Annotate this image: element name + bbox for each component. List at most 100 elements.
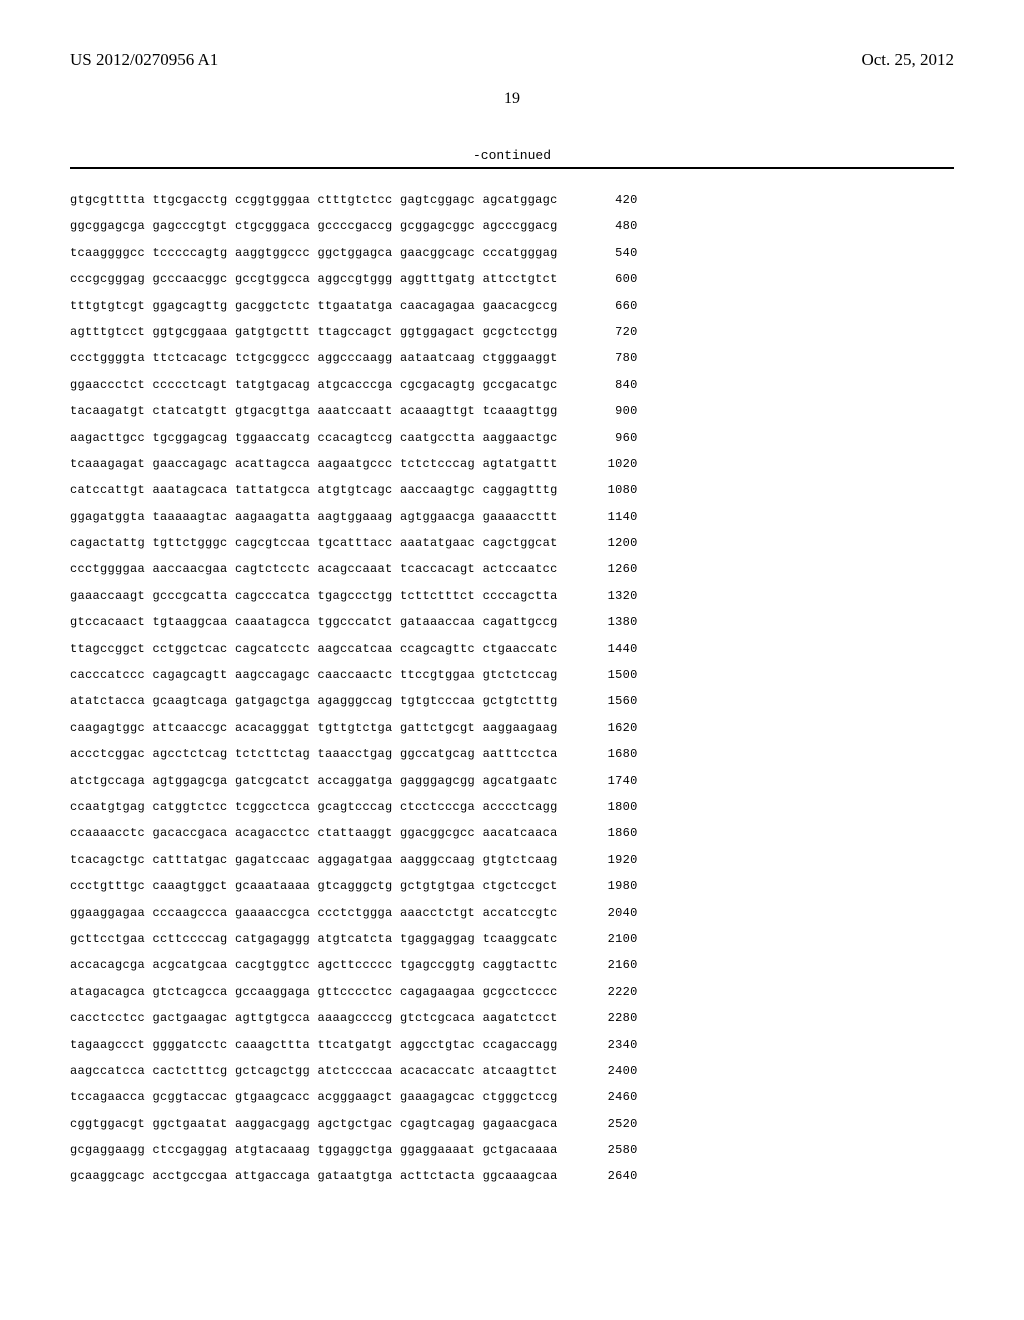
sequence-text: gcaaggcagc acctgccgaa attgaccaga gataatg… bbox=[70, 1163, 558, 1189]
sequence-row: ccctggggta ttctcacagc tctgcggccc aggccca… bbox=[70, 345, 954, 371]
sequence-text: atagacagca gtctcagcca gccaaggaga gttcccc… bbox=[70, 979, 558, 1005]
sequence-position: 1680 bbox=[578, 741, 638, 767]
sequence-position: 2040 bbox=[578, 900, 638, 926]
sequence-row: tcaaagagat gaaccagagc acattagcca aagaatg… bbox=[70, 451, 954, 477]
sequence-row: aagacttgcc tgcggagcag tggaaccatg ccacagt… bbox=[70, 425, 954, 451]
sequence-row: accacagcga acgcatgcaa cacgtggtcc agcttcc… bbox=[70, 952, 954, 978]
sequence-row: ggaaggagaa cccaagccca gaaaaccgca ccctctg… bbox=[70, 900, 954, 926]
sequence-row: ccctgtttgc caaagtggct gcaaataaaa gtcaggg… bbox=[70, 873, 954, 899]
sequence-row: ggagatggta taaaaagtac aagaagatta aagtgga… bbox=[70, 504, 954, 530]
sequence-position: 1080 bbox=[578, 477, 638, 503]
sequence-text: tcacagctgc catttatgac gagatccaac aggagat… bbox=[70, 847, 558, 873]
sequence-text: ccaatgtgag catggtctcc tcggcctcca gcagtcc… bbox=[70, 794, 558, 820]
sequence-row: gcaaggcagc acctgccgaa attgaccaga gataatg… bbox=[70, 1163, 954, 1189]
sequence-text: ccctgtttgc caaagtggct gcaaataaaa gtcaggg… bbox=[70, 873, 558, 899]
sequence-position: 960 bbox=[578, 425, 638, 451]
sequence-position: 600 bbox=[578, 266, 638, 292]
sequence-position: 1860 bbox=[578, 820, 638, 846]
sequence-row: tcacagctgc catttatgac gagatccaac aggagat… bbox=[70, 847, 954, 873]
section-divider bbox=[70, 167, 954, 169]
sequence-position: 2520 bbox=[578, 1111, 638, 1137]
sequence-text: atatctacca gcaagtcaga gatgagctga agagggc… bbox=[70, 688, 558, 714]
sequence-text: atctgccaga agtggagcga gatcgcatct accagga… bbox=[70, 768, 558, 794]
sequence-position: 2460 bbox=[578, 1084, 638, 1110]
sequence-row: cccgcgggag gcccaacggc gccgtggcca aggccgt… bbox=[70, 266, 954, 292]
sequence-position: 1980 bbox=[578, 873, 638, 899]
sequence-row: cagactattg tgttctgggc cagcgtccaa tgcattt… bbox=[70, 530, 954, 556]
sequence-text: ttagccggct cctggctcac cagcatcctc aagccat… bbox=[70, 636, 558, 662]
sequence-row: tttgtgtcgt ggagcagttg gacggctctc ttgaata… bbox=[70, 293, 954, 319]
sequence-position: 1200 bbox=[578, 530, 638, 556]
sequence-position: 1800 bbox=[578, 794, 638, 820]
sequence-position: 2280 bbox=[578, 1005, 638, 1031]
sequence-text: ccaaaacctc gacaccgaca acagacctcc ctattaa… bbox=[70, 820, 558, 846]
sequence-row: tcaaggggcc tcccccagtg aaggtggccc ggctgga… bbox=[70, 240, 954, 266]
sequence-row: ggaaccctct ccccctcagt tatgtgacag atgcacc… bbox=[70, 372, 954, 398]
sequence-position: 900 bbox=[578, 398, 638, 424]
sequence-position: 2160 bbox=[578, 952, 638, 978]
sequence-position: 2340 bbox=[578, 1032, 638, 1058]
sequence-row: ccctggggaa aaccaacgaa cagtctcctc acagcca… bbox=[70, 556, 954, 582]
sequence-position: 540 bbox=[578, 240, 638, 266]
sequence-position: 1440 bbox=[578, 636, 638, 662]
publication-date: Oct. 25, 2012 bbox=[861, 50, 954, 70]
sequence-row: ccaaaacctc gacaccgaca acagacctcc ctattaa… bbox=[70, 820, 954, 846]
sequence-row: caagagtggc attcaaccgc acacagggat tgttgtc… bbox=[70, 715, 954, 741]
sequence-text: gcgaggaagg ctccgaggag atgtacaaag tggaggc… bbox=[70, 1137, 558, 1163]
sequence-text: tagaagccct ggggatcctc caaagcttta ttcatga… bbox=[70, 1032, 558, 1058]
sequence-text: gaaaccaagt gcccgcatta cagcccatca tgagccc… bbox=[70, 583, 558, 609]
sequence-text: tacaagatgt ctatcatgtt gtgacgttga aaatcca… bbox=[70, 398, 558, 424]
sequence-row: cacctcctcc gactgaagac agttgtgcca aaaagcc… bbox=[70, 1005, 954, 1031]
sequence-text: ggcggagcga gagcccgtgt ctgcgggaca gccccga… bbox=[70, 213, 558, 239]
sequence-text: tccagaacca gcggtaccac gtgaagcacc acgggaa… bbox=[70, 1084, 558, 1110]
sequence-text: ggaaccctct ccccctcagt tatgtgacag atgcacc… bbox=[70, 372, 558, 398]
sequence-position: 720 bbox=[578, 319, 638, 345]
sequence-row: aagccatcca cactctttcg gctcagctgg atctccc… bbox=[70, 1058, 954, 1084]
sequence-position: 1020 bbox=[578, 451, 638, 477]
sequence-position: 1560 bbox=[578, 688, 638, 714]
sequence-text: ggagatggta taaaaagtac aagaagatta aagtgga… bbox=[70, 504, 558, 530]
sequence-row: gcttcctgaa ccttccccag catgagaggg atgtcat… bbox=[70, 926, 954, 952]
sequence-text: tcaaagagat gaaccagagc acattagcca aagaatg… bbox=[70, 451, 558, 477]
sequence-row: atctgccaga agtggagcga gatcgcatct accagga… bbox=[70, 768, 954, 794]
sequence-row: cggtggacgt ggctgaatat aaggacgagg agctgct… bbox=[70, 1111, 954, 1137]
sequence-position: 1320 bbox=[578, 583, 638, 609]
sequence-text: cggtggacgt ggctgaatat aaggacgagg agctgct… bbox=[70, 1111, 558, 1137]
page-header: US 2012/0270956 A1 Oct. 25, 2012 bbox=[70, 50, 954, 70]
sequence-row: tacaagatgt ctatcatgtt gtgacgttga aaatcca… bbox=[70, 398, 954, 424]
sequence-row: ttagccggct cctggctcac cagcatcctc aagccat… bbox=[70, 636, 954, 662]
sequence-row: ggcggagcga gagcccgtgt ctgcgggaca gccccga… bbox=[70, 213, 954, 239]
sequence-position: 1620 bbox=[578, 715, 638, 741]
sequence-position: 1140 bbox=[578, 504, 638, 530]
sequence-text: cccgcgggag gcccaacggc gccgtggcca aggccgt… bbox=[70, 266, 558, 292]
sequence-position: 2400 bbox=[578, 1058, 638, 1084]
sequence-text: ccctggggta ttctcacagc tctgcggccc aggccca… bbox=[70, 345, 558, 371]
sequence-listing: gtgcgtttta ttgcgacctg ccggtgggaa ctttgtc… bbox=[70, 187, 954, 1190]
page-number: 19 bbox=[70, 90, 954, 108]
sequence-position: 1260 bbox=[578, 556, 638, 582]
sequence-text: tttgtgtcgt ggagcagttg gacggctctc ttgaata… bbox=[70, 293, 558, 319]
sequence-position: 780 bbox=[578, 345, 638, 371]
sequence-row: tagaagccct ggggatcctc caaagcttta ttcatga… bbox=[70, 1032, 954, 1058]
sequence-row: ccaatgtgag catggtctcc tcggcctcca gcagtcc… bbox=[70, 794, 954, 820]
sequence-row: gtccacaact tgtaaggcaa caaatagcca tggccca… bbox=[70, 609, 954, 635]
sequence-row: atatctacca gcaagtcaga gatgagctga agagggc… bbox=[70, 688, 954, 714]
sequence-position: 1500 bbox=[578, 662, 638, 688]
sequence-text: agtttgtcct ggtgcggaaa gatgtgcttt ttagcca… bbox=[70, 319, 558, 345]
sequence-text: accctcggac agcctctcag tctcttctag taaacct… bbox=[70, 741, 558, 767]
sequence-text: aagccatcca cactctttcg gctcagctgg atctccc… bbox=[70, 1058, 558, 1084]
sequence-position: 840 bbox=[578, 372, 638, 398]
sequence-text: aagacttgcc tgcggagcag tggaaccatg ccacagt… bbox=[70, 425, 558, 451]
sequence-position: 1380 bbox=[578, 609, 638, 635]
sequence-text: accacagcga acgcatgcaa cacgtggtcc agcttcc… bbox=[70, 952, 558, 978]
sequence-row: accctcggac agcctctcag tctcttctag taaacct… bbox=[70, 741, 954, 767]
sequence-row: atagacagca gtctcagcca gccaaggaga gttcccc… bbox=[70, 979, 954, 1005]
sequence-row: catccattgt aaatagcaca tattatgcca atgtgtc… bbox=[70, 477, 954, 503]
sequence-position: 480 bbox=[578, 213, 638, 239]
sequence-text: gtccacaact tgtaaggcaa caaatagcca tggccca… bbox=[70, 609, 558, 635]
sequence-position: 1920 bbox=[578, 847, 638, 873]
sequence-position: 2640 bbox=[578, 1163, 638, 1189]
continued-label: -continued bbox=[70, 148, 954, 163]
sequence-text: tcaaggggcc tcccccagtg aaggtggccc ggctgga… bbox=[70, 240, 558, 266]
sequence-row: gaaaccaagt gcccgcatta cagcccatca tgagccc… bbox=[70, 583, 954, 609]
